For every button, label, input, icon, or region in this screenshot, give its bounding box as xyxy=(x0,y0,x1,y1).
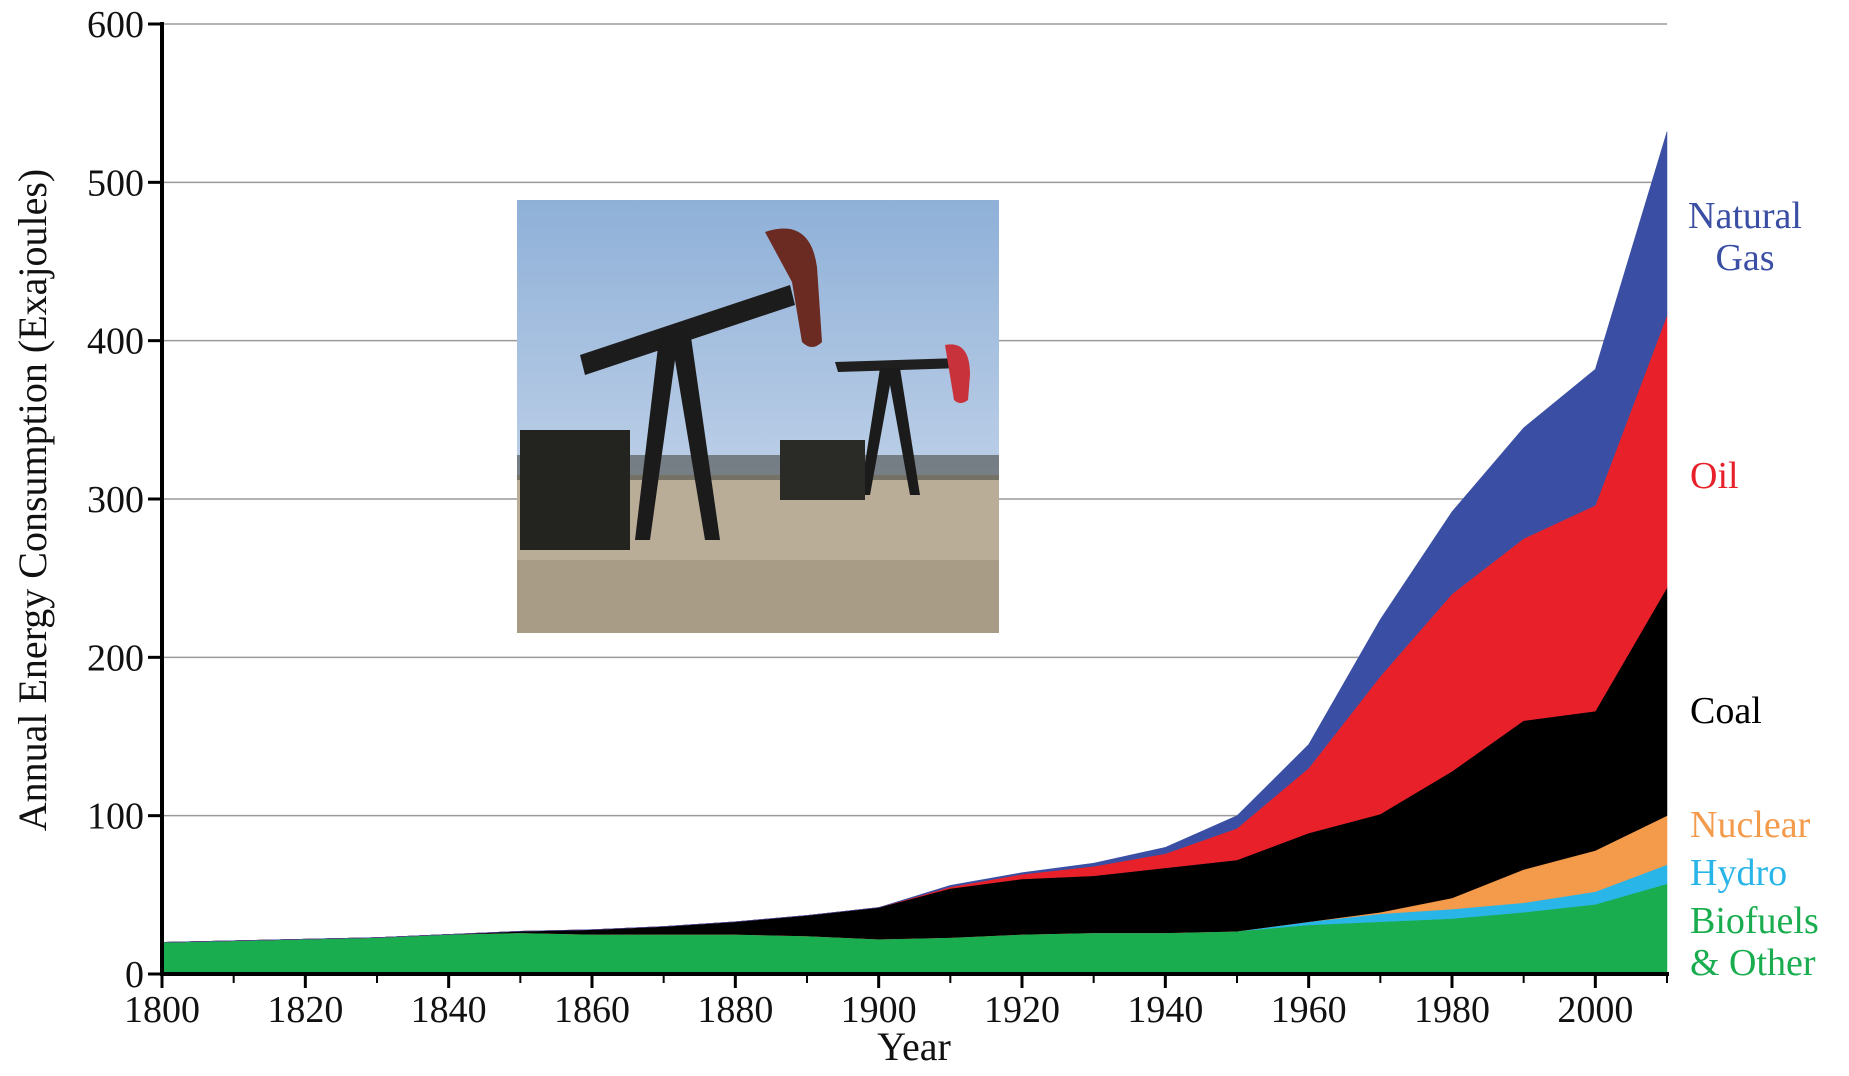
plot-area: 0 100 200 300 400 500 600 1800 1820 1840 1860 1880 1… xyxy=(87,4,1669,1031)
y-tick-label: 100 xyxy=(87,796,144,838)
x-tick-label: 1800 xyxy=(124,989,200,1031)
x-tick-label: 1820 xyxy=(267,989,343,1031)
y-tick-label: 500 xyxy=(87,162,144,204)
x-tick-label: 1920 xyxy=(984,989,1060,1031)
x-tick-label: 1880 xyxy=(697,989,773,1031)
y-tick-label: 600 xyxy=(87,4,144,46)
legend-entry: Nuclear xyxy=(1690,804,1811,846)
area xyxy=(161,131,1668,943)
y-tick-label: 200 xyxy=(87,637,144,679)
y-tick-label: 300 xyxy=(87,479,144,521)
x-tick-label: 1980 xyxy=(1414,989,1490,1031)
x-tick-label: 1960 xyxy=(1271,989,1347,1031)
photo xyxy=(517,200,999,633)
y-tick-label: 0 xyxy=(125,954,144,996)
x-tick-label: 1840 xyxy=(411,989,487,1031)
legend-entry: Hydro xyxy=(1690,852,1788,894)
y-tick-label: 400 xyxy=(87,321,144,363)
x-tick-label: 1900 xyxy=(841,989,917,1031)
legend-entry: Coal xyxy=(1690,690,1762,732)
legend-entry: Biofuels & Other xyxy=(1690,900,1819,984)
y-axis-title: Annual Energy Consumption (Exajoules) xyxy=(10,169,55,832)
legend-entry: Natural Gas xyxy=(1688,195,1802,279)
x-tick-label: 1940 xyxy=(1127,989,1203,1031)
x-axis-title: Year xyxy=(877,1024,951,1069)
x-tick-label: 2000 xyxy=(1557,989,1633,1031)
legend-entry: Oil xyxy=(1690,455,1739,497)
x-tick-label: 1860 xyxy=(554,989,630,1031)
